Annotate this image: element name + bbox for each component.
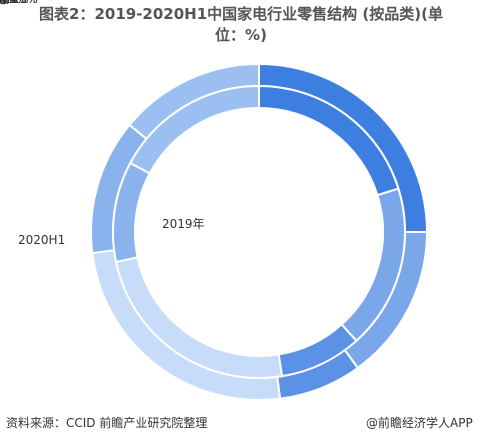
inner-ring — [112, 84, 406, 379]
brand-note: @前瞻经济学人APP — [366, 416, 473, 430]
outer-label-5: 彩电, 14% — [0, 0, 27, 6]
inner-slice-5 — [128, 84, 260, 175]
outer-label-3: 空调, 25% — [0, 0, 27, 6]
outer-label-1: 厨房电器, 15% — [0, 0, 38, 6]
inner-label-3: 24% — [0, 0, 12, 6]
inner-label-4: 11% — [0, 0, 12, 6]
outer-label-0: 生活家电, 25% — [0, 0, 38, 6]
inner-label-1: 18% — [0, 0, 12, 6]
inner-slice-3 — [114, 256, 284, 379]
outer-ring — [90, 62, 429, 401]
inner-series-label: 2019年 — [162, 217, 205, 231]
inner-label-2: 9% — [0, 0, 9, 6]
source-note: 资料来源：CCID 前瞻产业研究院整理 — [6, 416, 208, 430]
data-labels: 生活家电, 25%厨房电器, 15%洗衣机, 8%空调, 25%冰箱, 13%彩… — [0, 0, 38, 6]
chart-title: 图表2：2019-2020H1中国家电行业零售结构 (按品类)(单 位：%) — [0, 4, 482, 46]
outer-label-4: 冰箱, 13% — [0, 0, 27, 6]
inner-label-5: 17% — [0, 0, 12, 6]
outer-label-2: 洗衣机, 8% — [0, 0, 29, 6]
chart-title-line1: 图表2：2019-2020H1中国家电行业零售结构 (按品类)(单 — [39, 5, 443, 23]
outer-series-label: 2020H1 — [18, 233, 65, 247]
inner-label-0: 20% — [0, 0, 12, 6]
chart-title-line2: 位：%) — [215, 26, 267, 44]
